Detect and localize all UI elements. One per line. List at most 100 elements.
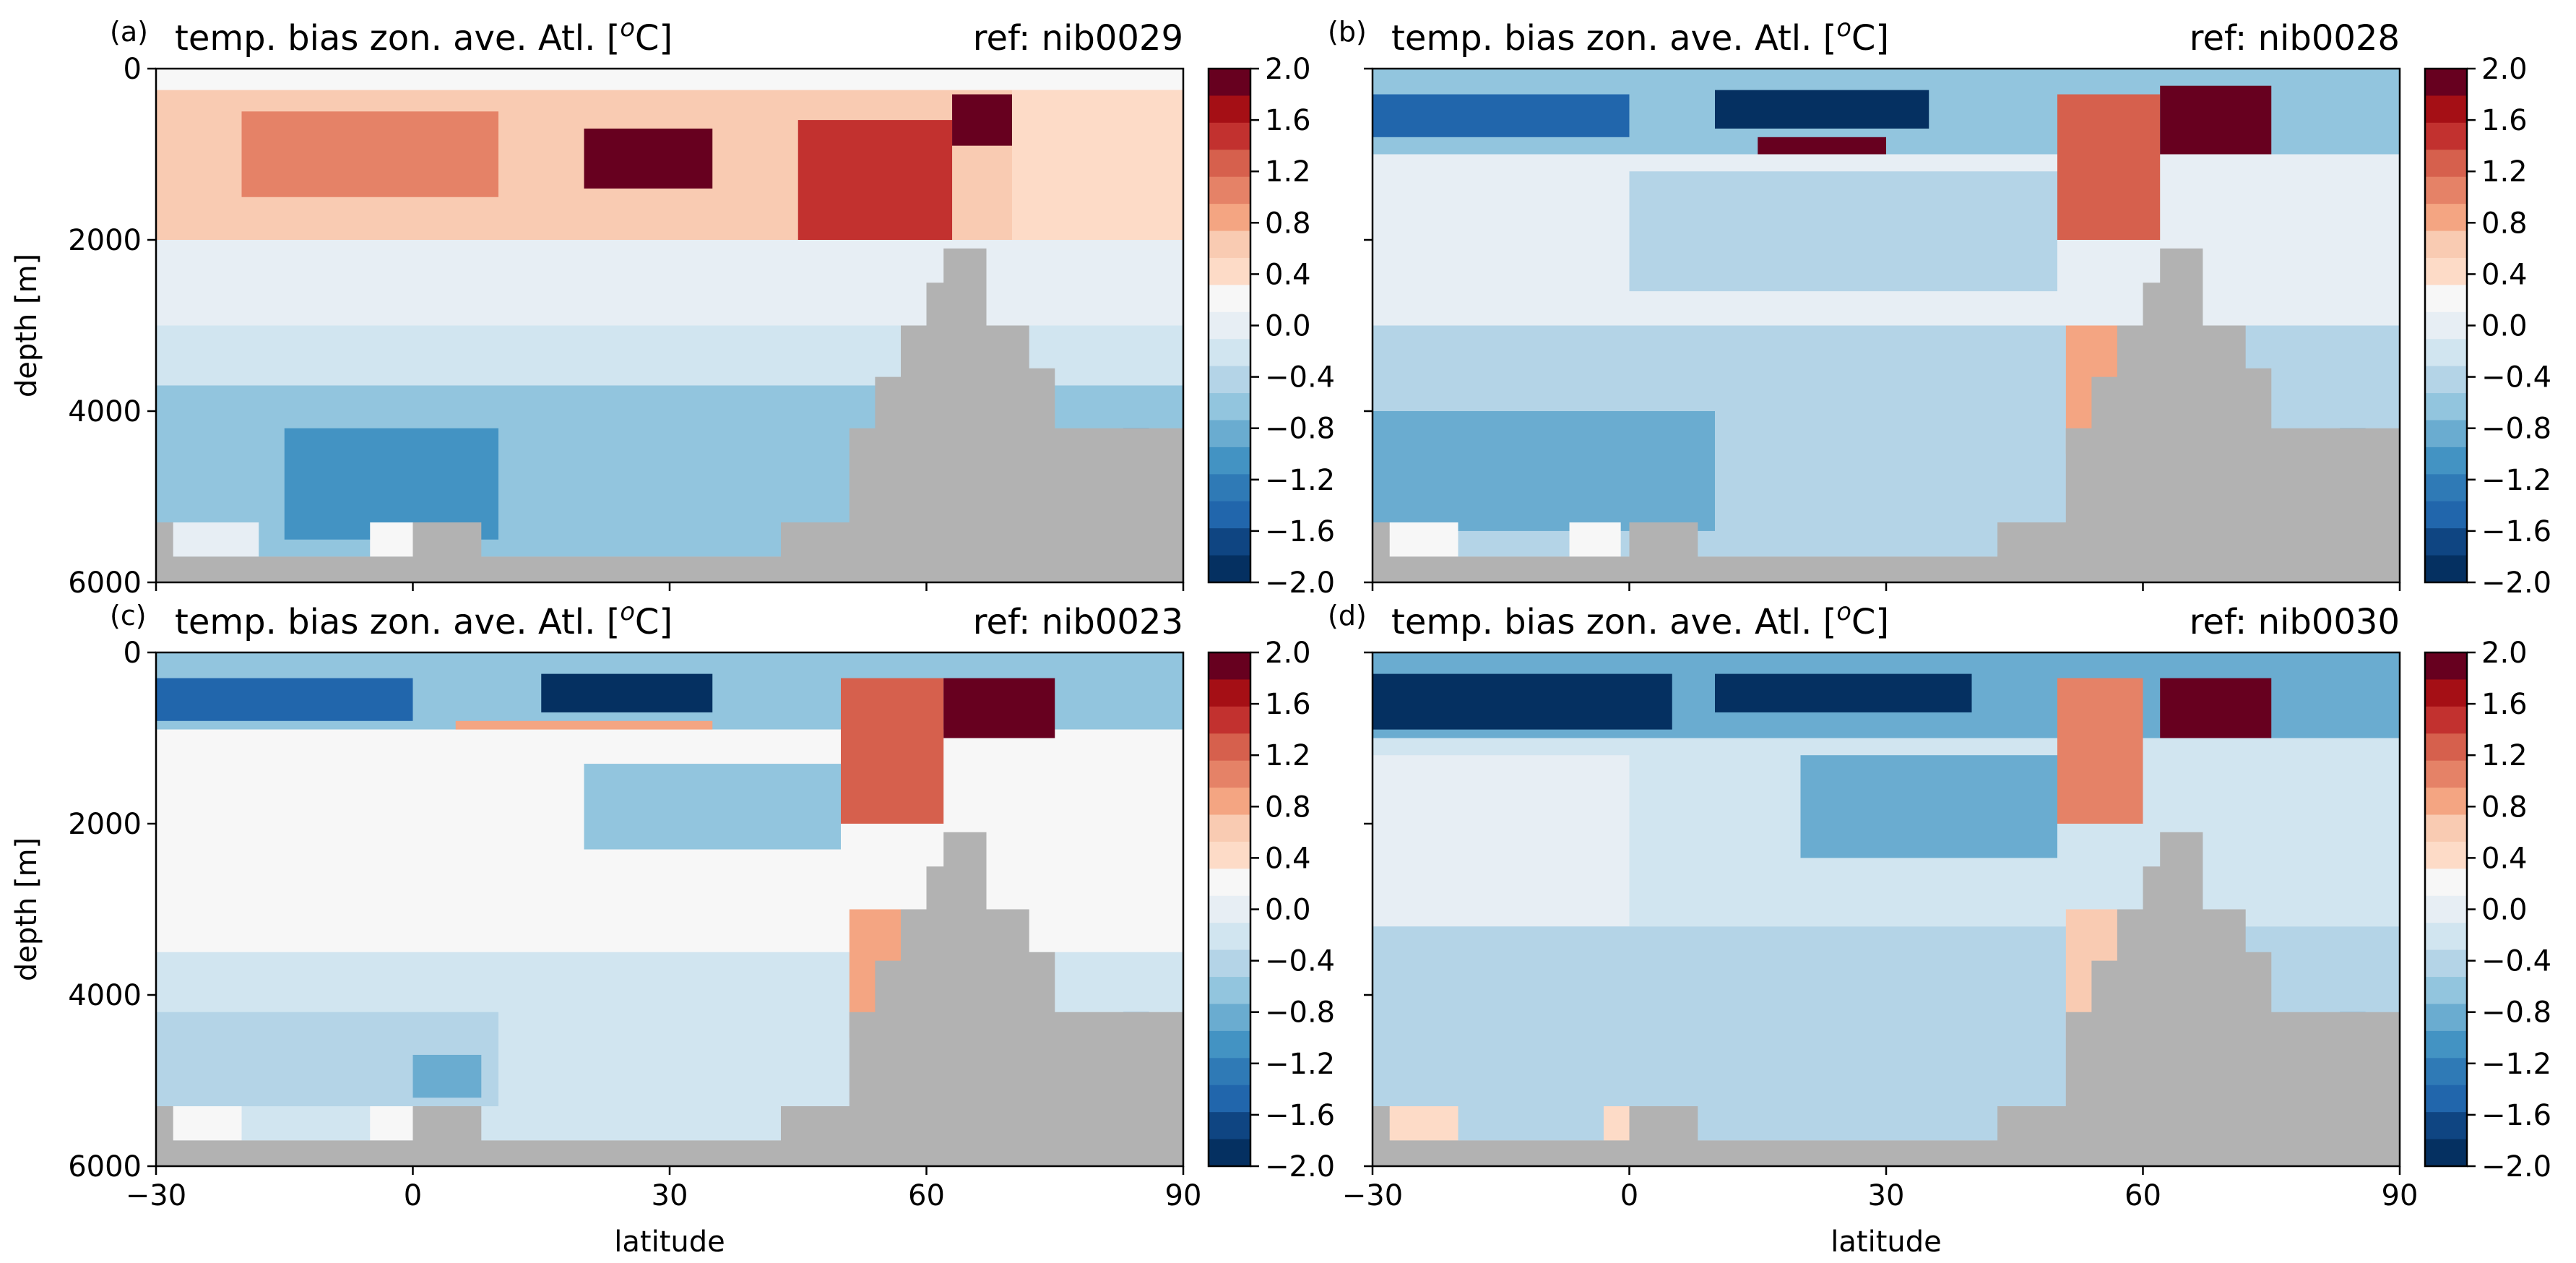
bias-cell (1373, 94, 1630, 137)
colorbar-tick-label: 0.0 (1265, 310, 1311, 343)
plot-area (156, 69, 1183, 582)
colorbar-tick-label: 0.0 (2481, 310, 2528, 343)
colorbar-swatch (2425, 1085, 2467, 1113)
colorbar-swatch (1209, 868, 1250, 897)
bias-cell (2057, 94, 2161, 240)
colorbar-swatch (2425, 393, 2467, 421)
colorbar-swatch (1209, 788, 1250, 816)
bathymetry (156, 248, 1183, 582)
x-tick-label: 0 (1620, 1179, 1638, 1212)
colorbar-swatch (2425, 257, 2467, 285)
colorbar-swatch (2425, 366, 2467, 394)
colorbar-tick-label: 0.8 (2481, 790, 2528, 824)
bathymetry (1373, 248, 2400, 582)
bias-cell (541, 673, 713, 712)
colorbar-swatch (1209, 339, 1250, 367)
bias-cell (1373, 673, 1672, 730)
bathymetry (156, 832, 1183, 1166)
colorbar-tick-label: −0.8 (2481, 413, 2551, 446)
colorbar-swatch (2425, 841, 2467, 869)
colorbar-swatch (2425, 1030, 2467, 1059)
colorbar-swatch (2425, 555, 2467, 583)
panel-c: −30 0 30 60 90 0 2000 4000 6000 depth [m] latitude… (10, 598, 1335, 1259)
y-tick-label: 0 (124, 53, 142, 86)
panel-a: 0 2000 4000 6000 depth [m] (a) temp. bias zon.… (10, 14, 1335, 600)
colorbar-swatch (1209, 1004, 1250, 1032)
colorbar-swatch (2425, 895, 2467, 923)
panel-title: temp. bias zon. ave. Atl. [oC] (175, 598, 673, 643)
colorbar-swatch (1209, 923, 1250, 951)
x-tick-label: −30 (1342, 1179, 1403, 1212)
bias-cell (370, 1106, 413, 1141)
colorbar-tick-label: 0.8 (1265, 207, 1311, 240)
y-tick-label: 6000 (68, 566, 142, 600)
colorbar-tick-label: −2.0 (2481, 1150, 2551, 1184)
panel-label: (c) (110, 600, 147, 632)
colorbar-swatch (1209, 652, 1250, 681)
x-tick-label: 0 (404, 1179, 422, 1212)
colorbar-tick-label: −0.4 (2481, 361, 2551, 395)
colorbar-swatch (2425, 788, 2467, 816)
bias-cell (156, 240, 1183, 326)
panel-label: (a) (110, 16, 148, 48)
x-tick-label: 30 (652, 1179, 688, 1212)
bias-cell (2160, 85, 2272, 155)
bias-cell (1373, 411, 1715, 531)
bias-cell (370, 522, 413, 557)
bias-cell (584, 128, 713, 189)
colorbar-swatch (2425, 814, 2467, 842)
colorbar-swatch (1209, 501, 1250, 529)
colorbar-tick-label: −1.6 (2481, 1099, 2551, 1132)
panel-label: (b) (1328, 16, 1367, 48)
colorbar-tick-label: −2.0 (1265, 566, 1335, 600)
colorbar-tick-label: −1.6 (1265, 515, 1335, 548)
x-axis-label: latitude (1831, 1225, 1941, 1259)
colorbar-tick-label: −0.8 (1265, 996, 1335, 1030)
colorbar-swatch (1209, 176, 1250, 204)
colorbar-tick-label: −0.8 (1265, 413, 1335, 446)
colorbar-swatch (2425, 474, 2467, 502)
colorbar-tick-label: 0.8 (1265, 790, 1311, 824)
y-tick-label: 2000 (68, 224, 142, 257)
colorbar-tick-label: 0.4 (1265, 842, 1311, 875)
colorbar-swatch (1209, 760, 1250, 788)
colorbar-tick-label: −0.4 (2481, 945, 2551, 978)
colorbar-tick-label: 1.2 (2481, 155, 2528, 189)
y-axis-label: depth [m] (10, 254, 43, 397)
colorbar-swatch (2425, 733, 2467, 762)
bias-cell (584, 764, 841, 850)
colorbar-tick-label: −0.4 (1265, 361, 1335, 395)
panel-d: −30 0 30 60 90 latitude (d) temp. bias zon. ave… (1328, 598, 2551, 1259)
panel-title: temp. bias zon. ave. Atl. [oC] (1391, 14, 1889, 59)
colorbar-tick-label: 0.4 (2481, 842, 2528, 875)
colorbar-tick-label: 1.2 (1265, 155, 1311, 189)
colorbar-swatch (2425, 1004, 2467, 1032)
colorbar-swatch (2425, 652, 2467, 681)
colorbar-swatch (1209, 420, 1250, 448)
colorbar-tick-label: −1.2 (1265, 464, 1335, 497)
bias-cell (1715, 90, 1929, 129)
colorbar-swatch (1209, 285, 1250, 313)
panel-title: temp. bias zon. ave. Atl. [oC] (175, 14, 673, 59)
plot-area (156, 652, 1183, 1166)
colorbar-swatch (2425, 447, 2467, 475)
colorbar-swatch (1209, 555, 1250, 583)
colorbar-tick-label: 0.8 (2481, 207, 2528, 240)
colorbar-swatch (1209, 230, 1250, 259)
colorbar-swatch (2425, 868, 2467, 897)
colorbar-tick-label: 0.4 (1265, 258, 1311, 291)
colorbar-tick-label: 0.0 (2481, 894, 2528, 927)
colorbar-tick-label: 2.0 (2481, 637, 2528, 670)
colorbar-swatch (1209, 1085, 1250, 1113)
colorbar: 2.0 1.6 1.2 0.8 0.4 0.0 −0.4 −0.8 −1.2 −1.6 −2.0 (1207, 53, 1335, 600)
colorbar-swatch (1209, 204, 1250, 232)
colorbar-tick-label: 1.6 (2481, 104, 2528, 137)
colorbar-swatch (1209, 447, 1250, 475)
colorbar-swatch (2425, 949, 2467, 978)
colorbar-tick-label: −2.0 (1265, 1150, 1335, 1184)
colorbar-swatch (2425, 230, 2467, 259)
colorbar-tick-label: 1.6 (1265, 688, 1311, 721)
colorbar-swatch (1209, 1112, 1250, 1140)
bias-cell (2057, 678, 2143, 824)
